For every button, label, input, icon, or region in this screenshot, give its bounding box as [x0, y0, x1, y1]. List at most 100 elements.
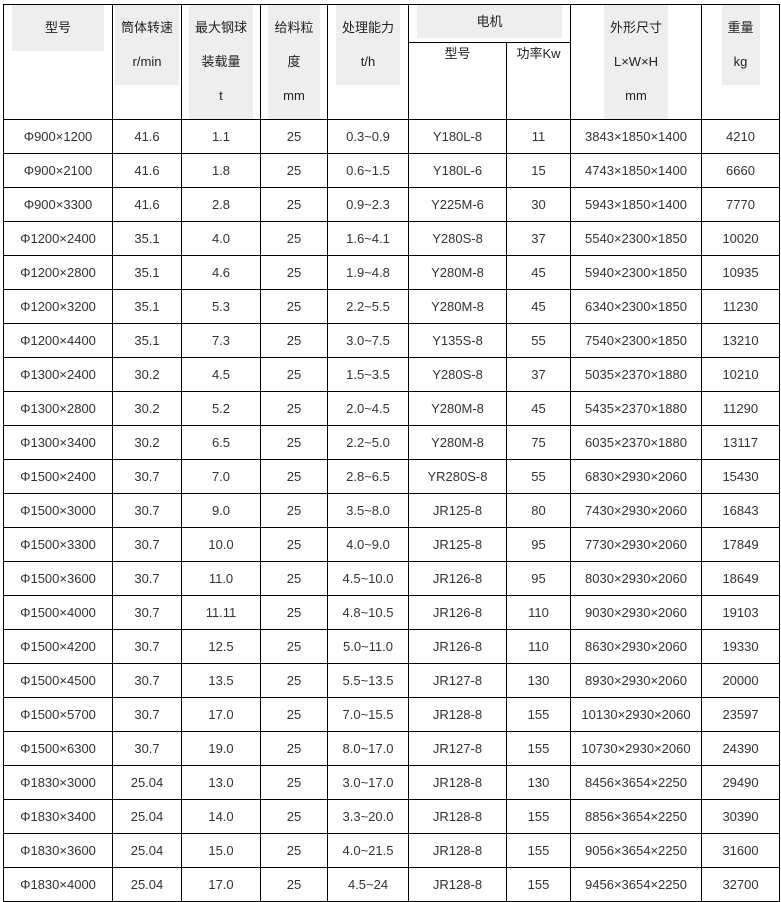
cell-weight: 18649	[701, 561, 781, 596]
cell-ball-load: 13.0	[181, 765, 261, 800]
cell-speed: 41.6	[112, 119, 182, 154]
cell-motor-model: Y180L-6	[408, 153, 507, 188]
cell-motor-model: JR127-8	[408, 663, 507, 698]
cell-feed-size: 25	[260, 731, 328, 766]
cell-dimensions: 10730×2930×2060	[570, 731, 703, 766]
cell-motor-model: Y280M-8	[408, 255, 507, 290]
cell-feed-size: 25	[260, 425, 328, 460]
cell-capacity: 4.8~10.5	[327, 595, 409, 630]
cell-dimensions: 5540×2300×1850	[570, 221, 703, 256]
cell-ball-load: 2.8	[181, 187, 261, 222]
cell-weight: 30390	[701, 799, 781, 834]
cell-speed: 30.2	[112, 391, 182, 426]
cell-motor-model: JR128-8	[408, 697, 507, 732]
cell-motor-model: Y135S-8	[408, 323, 507, 358]
header-label-dimensions: 外形尺寸 L×W×H mm	[604, 5, 669, 119]
cell-weight: 23597	[701, 697, 781, 732]
cell-model: Φ1200×3200	[3, 289, 113, 324]
cell-motor-power: 155	[505, 867, 572, 902]
cell-motor-power: 55	[505, 323, 572, 358]
cell-ball-load: 9.0	[181, 493, 261, 528]
cell-capacity: 1.6~4.1	[327, 221, 409, 256]
cell-motor-power: 95	[505, 561, 572, 596]
table-row: Φ1200×2400 35.1 4.0 25 1.6~4.1 Y280S-8 37 5540×…	[3, 221, 781, 256]
cell-weight: 19330	[701, 629, 781, 664]
cell-dimensions: 4743×1850×1400	[570, 153, 703, 188]
cell-model: Φ1300×2800	[3, 391, 113, 426]
header-feed-size: 给料粒度 mm	[260, 4, 328, 120]
cell-motor-model: JR125-8	[408, 493, 507, 528]
cell-capacity: 2.8~6.5	[327, 459, 409, 494]
cell-motor-power: 155	[505, 697, 572, 732]
cell-speed: 30.7	[112, 595, 182, 630]
cell-capacity: 0.6~1.5	[327, 153, 409, 188]
cell-motor-power: 95	[505, 527, 572, 562]
header-line: 给料粒	[274, 20, 314, 35]
cell-feed-size: 25	[260, 561, 328, 596]
cell-dimensions: 8456×3654×2250	[570, 765, 703, 800]
cell-dimensions: 6035×2370×1880	[570, 425, 703, 460]
cell-weight: 10020	[701, 221, 781, 256]
header-capacity: 处理能力 t/h	[327, 4, 409, 120]
cell-capacity: 3.0~7.5	[327, 323, 409, 358]
cell-motor-model: JR128-8	[408, 765, 507, 800]
cell-weight: 11230	[701, 289, 781, 324]
cell-motor-power: 110	[505, 595, 572, 630]
cell-model: Φ1500×3000	[3, 493, 113, 528]
cell-dimensions: 6340×2300×1850	[570, 289, 703, 324]
header-weight: 重量 kg	[701, 4, 781, 120]
header-label-feed-size: 给料粒度 mm	[268, 5, 320, 119]
table-row: Φ1200×4400 35.1 7.3 25 3.0~7.5 Y135S-8 55 7540×…	[3, 323, 781, 358]
cell-feed-size: 25	[260, 629, 328, 664]
header-label-weight: 重量 kg	[721, 5, 760, 85]
header-line: 度	[287, 54, 301, 69]
cell-speed: 35.1	[112, 255, 182, 290]
cell-dimensions: 8930×2930×2060	[570, 663, 703, 698]
cell-model: Φ1830×3400	[3, 799, 113, 834]
cell-capacity: 5.0~11.0	[327, 629, 409, 664]
cell-capacity: 4.0~9.0	[327, 527, 409, 562]
cell-ball-load: 1.1	[181, 119, 261, 154]
cell-capacity: 4.0~21.5	[327, 833, 409, 868]
cell-speed: 25.04	[112, 799, 182, 834]
cell-feed-size: 25	[260, 697, 328, 732]
header-label-speed: 筒体转速 r/min	[114, 5, 179, 85]
cell-motor-model: Y280M-8	[408, 391, 507, 426]
cell-weight: 6660	[701, 153, 781, 188]
cell-weight: 15430	[701, 459, 781, 494]
cell-ball-load: 14.0	[181, 799, 261, 834]
cell-speed: 30.7	[112, 663, 182, 698]
cell-motor-model: JR127-8	[408, 731, 507, 766]
cell-ball-load: 17.0	[181, 867, 261, 902]
header-line: mm	[283, 88, 305, 103]
table-row: Φ1830×3400 25.04 14.0 25 3.3~20.0 JR128-8 155 8…	[3, 799, 781, 834]
cell-speed: 30.7	[112, 697, 182, 732]
cell-speed: 30.7	[112, 629, 182, 664]
header-label-motor-power: 功率Kw	[507, 43, 570, 62]
cell-ball-load: 5.3	[181, 289, 261, 324]
cell-motor-power: 37	[505, 221, 572, 256]
cell-capacity: 3.0~17.0	[327, 765, 409, 800]
cell-model: Φ1500×4500	[3, 663, 113, 698]
cell-model: Φ1500×2400	[3, 459, 113, 494]
cell-feed-size: 25	[260, 833, 328, 868]
cell-motor-power: 155	[505, 731, 572, 766]
cell-weight: 11290	[701, 391, 781, 426]
cell-speed: 35.1	[112, 323, 182, 358]
cell-dimensions: 7430×2930×2060	[570, 493, 703, 528]
cell-capacity: 4.5~24	[327, 867, 409, 902]
header-label-model: 型号	[12, 5, 104, 51]
cell-capacity: 4.5~10.0	[327, 561, 409, 596]
table-row: Φ1500×3000 30.7 9.0 25 3.5~8.0 JR125-8 80 7430×…	[3, 493, 781, 528]
cell-speed: 30.7	[112, 527, 182, 562]
header-line: 外形尺寸	[610, 20, 663, 35]
cell-motor-power: 37	[505, 357, 572, 392]
table-row: Φ1200×2800 35.1 4.6 25 1.9~4.8 Y280M-8 45 5940×…	[3, 255, 781, 290]
cell-ball-load: 7.3	[181, 323, 261, 358]
cell-capacity: 8.0~17.0	[327, 731, 409, 766]
cell-ball-load: 12.5	[181, 629, 261, 664]
header-line: 功率	[516, 46, 543, 62]
cell-dimensions: 7730×2930×2060	[570, 527, 703, 562]
table-row: Φ1500×4000 30.7 11.11 25 4.8~10.5 JR126-8 110 9…	[3, 595, 781, 630]
table-row: Φ1830×3000 25.04 13.0 25 3.0~17.0 JR128-8 130 8…	[3, 765, 781, 800]
